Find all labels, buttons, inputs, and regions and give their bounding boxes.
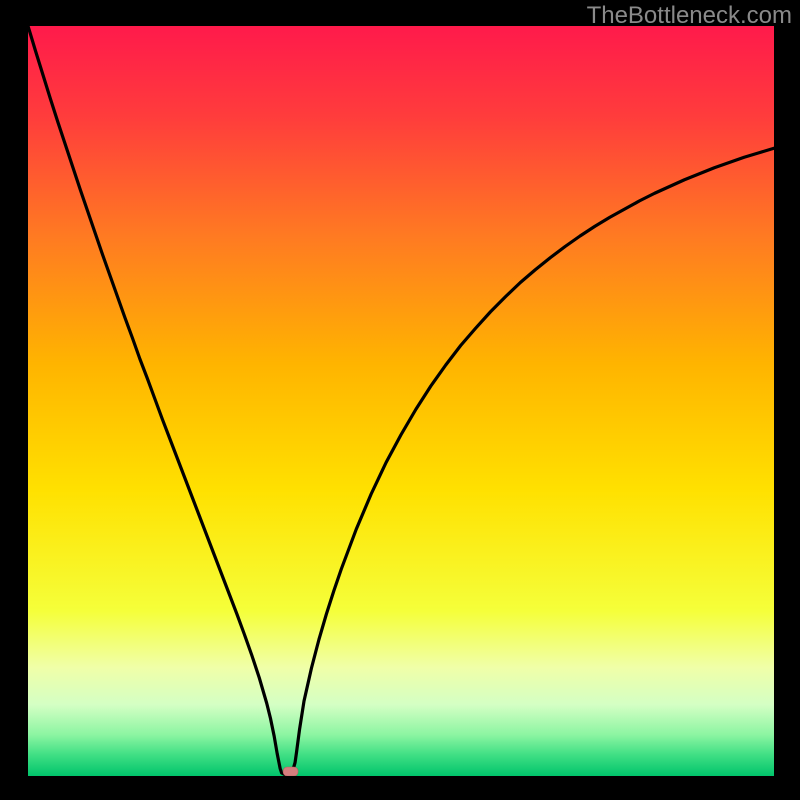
plot-background bbox=[28, 26, 774, 776]
chart-frame: TheBottleneck.com bbox=[0, 0, 800, 800]
watermark-text: TheBottleneck.com bbox=[587, 2, 792, 30]
min-marker bbox=[283, 767, 298, 776]
plot-area bbox=[28, 26, 774, 776]
plot-svg bbox=[28, 26, 774, 776]
